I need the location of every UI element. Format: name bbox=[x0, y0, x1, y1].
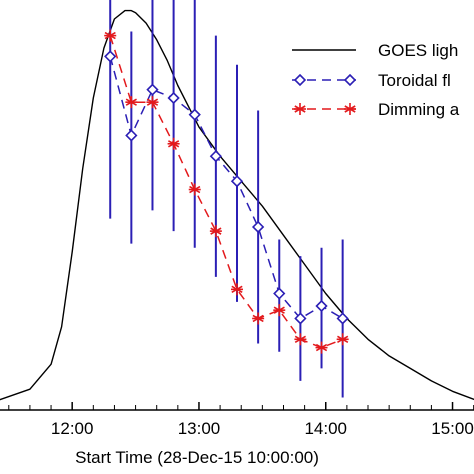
dimming-point bbox=[209, 225, 222, 238]
legend-toroidal-marker bbox=[343, 73, 357, 87]
legend-dimming-marker bbox=[294, 103, 306, 115]
x-tick-label: 15:00 bbox=[431, 419, 474, 438]
toroidal-flux-point bbox=[315, 299, 328, 313]
toroidal-flux-point bbox=[294, 312, 307, 325]
goes-light-curve bbox=[0, 9, 474, 401]
plot-layer bbox=[0, 0, 474, 401]
dimming-point bbox=[315, 341, 328, 354]
toroidal-flux-point bbox=[167, 91, 180, 105]
toroidal-flux-point bbox=[230, 175, 244, 188]
toroidal-flux-point bbox=[273, 287, 286, 300]
legend-label: Dimming a bbox=[378, 100, 460, 119]
dimming-point bbox=[167, 137, 180, 150]
dimming-point bbox=[104, 29, 117, 42]
toroidal-flux-point bbox=[336, 312, 349, 325]
dimming-point bbox=[252, 312, 265, 325]
legend-toroidal-marker bbox=[293, 73, 307, 87]
toroidal-flux-point bbox=[146, 83, 159, 96]
x-tick-label: 14:00 bbox=[304, 419, 347, 438]
dimming-point bbox=[188, 183, 201, 196]
x-tick-label: 12:00 bbox=[51, 419, 94, 438]
legend: GOES ligh Toroidal fl Dimming a bbox=[292, 41, 460, 119]
dimming-point bbox=[336, 333, 349, 346]
toroidal-flux-point bbox=[251, 220, 265, 234]
toroidal-flux-point bbox=[188, 108, 201, 121]
toroidal-flux-point bbox=[125, 129, 138, 142]
toroidal-flux-point bbox=[104, 50, 117, 63]
dimming-point bbox=[273, 304, 286, 317]
dimming-point bbox=[125, 96, 138, 109]
legend-label: GOES ligh bbox=[378, 41, 458, 60]
x-tick-label: 13:00 bbox=[178, 419, 221, 438]
axes-layer: 12:00 13:00 14:00 15:00 bbox=[0, 402, 474, 438]
toroidal-flux-line bbox=[109, 56, 344, 320]
toroidal-flux-point bbox=[209, 150, 223, 163]
legend-dimming-marker bbox=[344, 103, 356, 115]
x-axis-title: Start Time (28-Dec-15 10:00:00) bbox=[75, 448, 319, 467]
legend-label: Toroidal fl bbox=[378, 71, 451, 90]
dimming-point bbox=[231, 283, 243, 296]
dimming-point bbox=[294, 333, 307, 346]
dimming-point bbox=[146, 96, 159, 109]
